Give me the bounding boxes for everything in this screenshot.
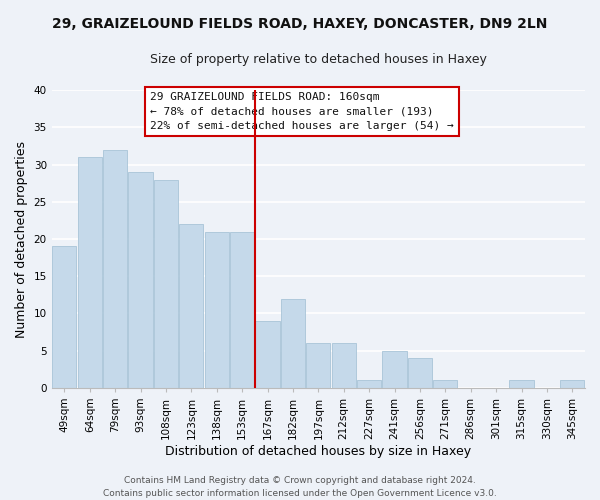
Bar bbox=[77, 157, 102, 388]
Title: Size of property relative to detached houses in Haxey: Size of property relative to detached ho… bbox=[150, 52, 487, 66]
Bar bbox=[357, 380, 381, 388]
Bar bbox=[205, 232, 229, 388]
Bar bbox=[154, 180, 178, 388]
Text: 29 GRAIZELOUND FIELDS ROAD: 160sqm
← 78% of detached houses are smaller (193)
22: 29 GRAIZELOUND FIELDS ROAD: 160sqm ← 78%… bbox=[151, 92, 454, 130]
Bar bbox=[408, 358, 432, 388]
Bar bbox=[103, 150, 127, 388]
Y-axis label: Number of detached properties: Number of detached properties bbox=[15, 140, 28, 338]
X-axis label: Distribution of detached houses by size in Haxey: Distribution of detached houses by size … bbox=[165, 444, 472, 458]
Bar bbox=[306, 343, 331, 388]
Text: 29, GRAIZELOUND FIELDS ROAD, HAXEY, DONCASTER, DN9 2LN: 29, GRAIZELOUND FIELDS ROAD, HAXEY, DONC… bbox=[52, 18, 548, 32]
Bar bbox=[332, 343, 356, 388]
Bar bbox=[179, 224, 203, 388]
Bar bbox=[382, 350, 407, 388]
Bar bbox=[52, 246, 76, 388]
Bar bbox=[560, 380, 584, 388]
Bar bbox=[256, 321, 280, 388]
Bar bbox=[433, 380, 457, 388]
Bar bbox=[509, 380, 533, 388]
Bar bbox=[281, 298, 305, 388]
Text: Contains HM Land Registry data © Crown copyright and database right 2024.
Contai: Contains HM Land Registry data © Crown c… bbox=[103, 476, 497, 498]
Bar bbox=[230, 232, 254, 388]
Bar bbox=[128, 172, 152, 388]
